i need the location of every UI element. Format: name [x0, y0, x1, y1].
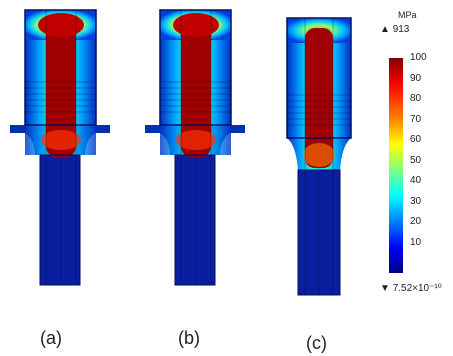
colorbar-legend: MPa ▲ 913 100 90 80 70 60 50 40 30 20 10 ▼ 7.52×1…: [380, 10, 453, 300]
colorbar-unit: MPa: [398, 10, 417, 20]
caption-b: (b): [178, 328, 200, 348]
colorbar-tick-label: 70: [410, 113, 422, 125]
colorbar-min-value: 7.52×10⁻¹⁰: [392, 283, 442, 294]
colorbar-gradient: [389, 58, 403, 273]
stress-field-b: [145, 9, 245, 286]
colorbar-tick-label: 90: [410, 72, 422, 84]
stress-plot-b: [135, 0, 285, 300]
stress-field-a: [10, 9, 110, 286]
stress-plot-a: [0, 0, 150, 300]
colorbar-tick-label: 20: [410, 216, 422, 227]
stress-plot-c: [270, 10, 420, 310]
colorbar-tick-label: 50: [410, 154, 422, 166]
colorbar-tick-label: 30: [410, 195, 422, 207]
colorbar-tick-label: 100: [410, 52, 427, 63]
colorbar-tick-label: 60: [410, 134, 422, 145]
colorbar-tick-label: 80: [410, 93, 422, 104]
colorbar-max-value: 913: [392, 24, 410, 35]
colorbar-tick-label: 40: [410, 175, 422, 186]
caption-a: (a): [40, 328, 62, 348]
caption-c: (c): [306, 333, 327, 353]
colorbar-max: ▲ 913: [380, 24, 409, 35]
colorbar-min: ▼ 7.52×10⁻¹⁰: [380, 283, 442, 294]
stress-field-c: [286, 17, 352, 296]
triangle-down-icon: ▼: [380, 283, 390, 294]
triangle-up-icon: ▲: [380, 24, 390, 35]
colorbar-tick-label: 10: [410, 236, 422, 248]
